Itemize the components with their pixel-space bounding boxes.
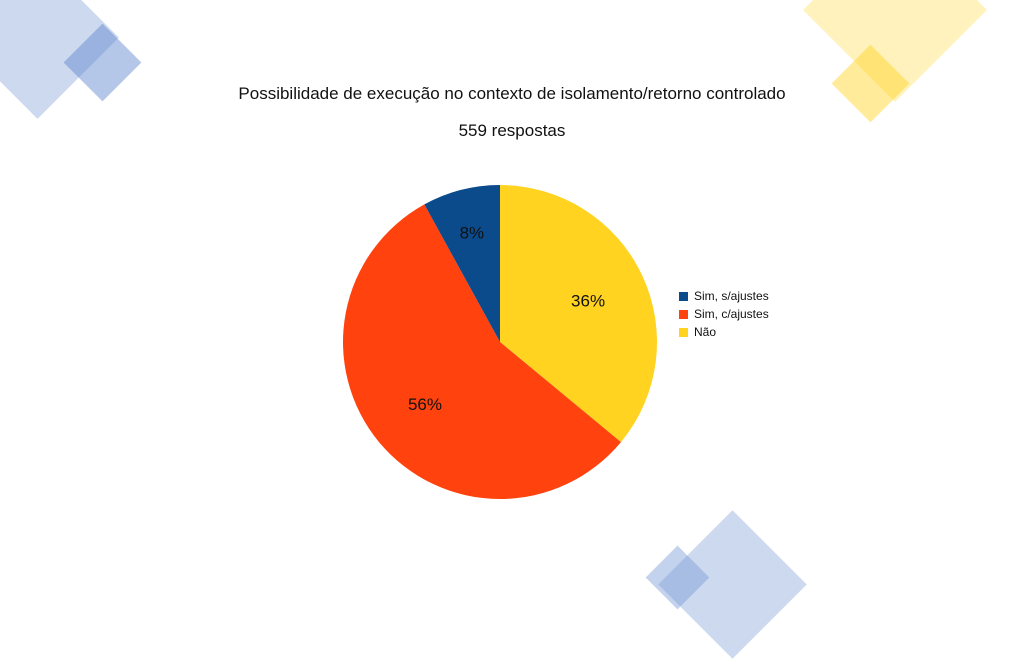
pie-data-label: 8%: [460, 224, 485, 243]
pie-data-label: 36%: [571, 292, 605, 311]
legend-label: Não: [694, 325, 717, 339]
legend-swatch: [679, 327, 688, 337]
chart-title: Possibilidade de execução no contexto de…: [238, 84, 786, 103]
pie-chart: 36% 56% 8%: [343, 185, 657, 499]
pie-slice-sim-c-ajustes: [343, 204, 621, 499]
legend-item: Sim, s/ajustes: [679, 287, 769, 305]
legend-swatch: [679, 309, 688, 319]
legend-label: Sim, c/ajustes: [694, 307, 769, 321]
pie-data-label: 56%: [408, 395, 442, 414]
pie-slice-n-o: [500, 185, 657, 443]
legend-swatch: [679, 291, 688, 301]
legend-item: Não: [679, 323, 769, 341]
legend-item: Sim, c/ajustes: [679, 305, 769, 323]
chart-legend: Sim, s/ajustes Sim, c/ajustes Não: [679, 287, 769, 341]
chart-subtitle: 559 respostas: [458, 121, 566, 140]
pie-slice-sim-s-ajustes: [424, 185, 500, 342]
legend-label: Sim, s/ajustes: [694, 289, 769, 303]
